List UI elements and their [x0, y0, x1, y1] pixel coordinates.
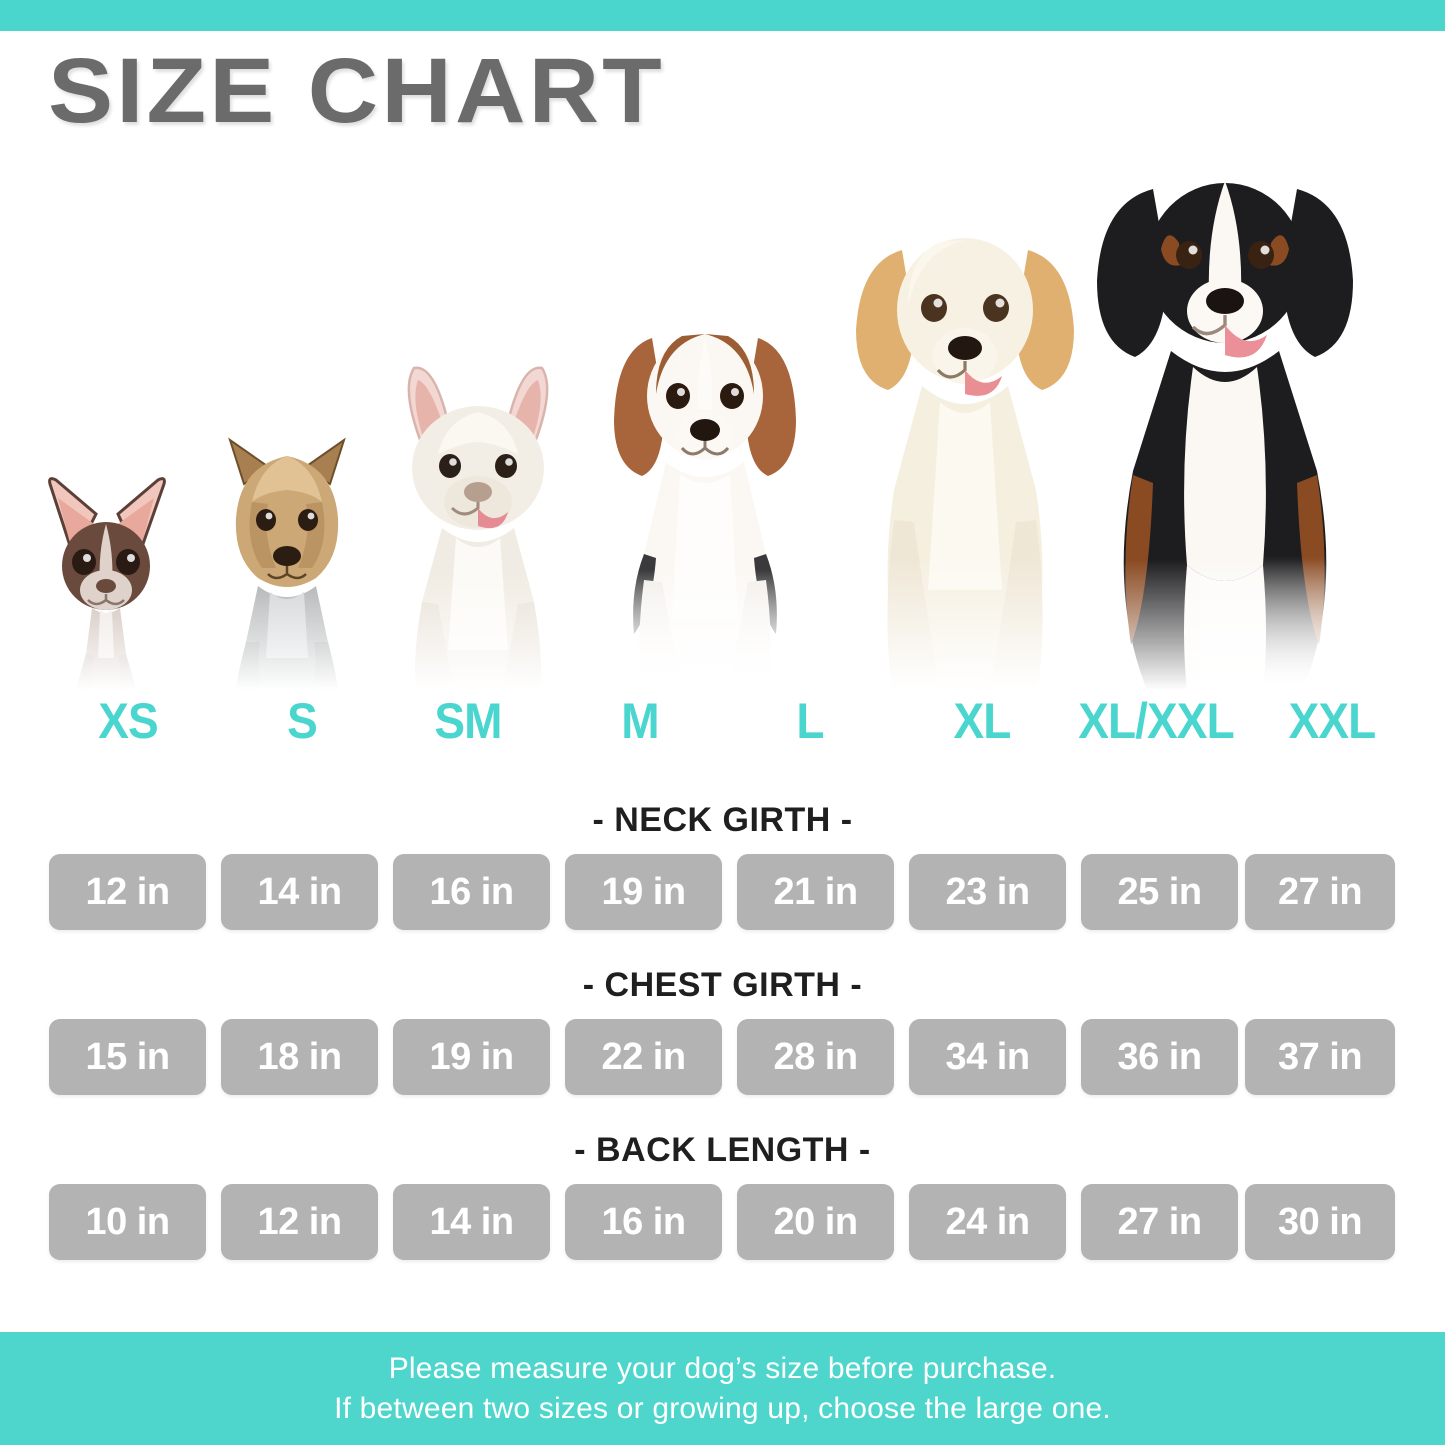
measurement-pill: 28 in: [737, 1019, 894, 1095]
dog-image-yorkshire-terrier: [192, 422, 382, 690]
measurement-pill: 19 in: [393, 1019, 550, 1095]
measurement-pill: 30 in: [1245, 1184, 1395, 1260]
dog-image-chihuahua: [14, 458, 199, 690]
size-label-sm: SM: [434, 693, 502, 749]
size-label-row: XS S SM M L XL XL/XXL XXL: [0, 693, 1445, 755]
dog-image-bernese-mountain-dog-large: [1200, 130, 1445, 690]
top-accent-bar: [0, 0, 1445, 31]
measurement-pill: 24 in: [909, 1184, 1066, 1260]
pill-row-chest-girth: 15 in 18 in 19 in 22 in 28 in 34 in 36 i…: [0, 1019, 1445, 1095]
measurement-pill: 25 in: [1081, 854, 1238, 930]
size-label-xl: XL: [953, 693, 1012, 749]
size-label-l: L: [796, 693, 824, 749]
footer-note-line-2: If between two sizes or growing up, choo…: [334, 1391, 1111, 1425]
dog-illustration-row: [0, 130, 1445, 690]
size-label-xl-xxl: XL/XXL: [1078, 693, 1234, 749]
dog-image-french-bulldog: [368, 350, 588, 690]
size-label-m: M: [621, 693, 659, 749]
measurement-pill: 15 in: [49, 1019, 206, 1095]
measurement-pill: 10 in: [49, 1184, 206, 1260]
measurement-pill: 27 in: [1081, 1184, 1238, 1260]
measurement-pill: 12 in: [49, 854, 206, 930]
pill-row-back-length: 10 in 12 in 14 in 16 in 20 in 24 in 27 i…: [0, 1184, 1445, 1260]
size-label-xxl: XXL: [1288, 693, 1377, 749]
measurement-pill: 16 in: [393, 854, 550, 930]
section-heading-chest-girth: - CHEST GIRTH -: [582, 966, 863, 1004]
measurement-pill: 18 in: [221, 1019, 378, 1095]
measurement-pill: 14 in: [393, 1184, 550, 1260]
measurement-pill: 22 in: [565, 1019, 722, 1095]
measurement-pill: 27 in: [1245, 854, 1395, 930]
measurement-pill: 16 in: [565, 1184, 722, 1260]
page-title: SIZE CHART: [48, 40, 665, 142]
footer-note-banner: Please measure your dog’s size before pu…: [0, 1332, 1445, 1445]
measurement-pill: 14 in: [221, 854, 378, 930]
measurement-pill: 37 in: [1245, 1019, 1395, 1095]
measurement-pill: 12 in: [221, 1184, 378, 1260]
measurement-pill: 20 in: [737, 1184, 894, 1260]
section-heading-neck-girth: - NECK GIRTH -: [592, 801, 853, 839]
measurement-pill: 23 in: [909, 854, 1066, 930]
dog-image-golden-retriever: [830, 190, 1100, 690]
measurement-pill: 21 in: [737, 854, 894, 930]
footer-note-line-1: Please measure your dog’s size before pu…: [388, 1352, 1057, 1385]
dog-image-beagle-large: [600, 260, 850, 690]
size-label-xs: XS: [98, 693, 158, 749]
measurement-pill: 36 in: [1081, 1019, 1238, 1095]
section-heading-back-length: - BACK LENGTH -: [574, 1131, 871, 1169]
measurement-pill: 19 in: [565, 854, 722, 930]
pill-row-neck-girth: 12 in 14 in 16 in 19 in 21 in 23 in 25 i…: [0, 854, 1445, 930]
measurement-pill: 34 in: [909, 1019, 1066, 1095]
size-label-s: S: [287, 693, 318, 749]
